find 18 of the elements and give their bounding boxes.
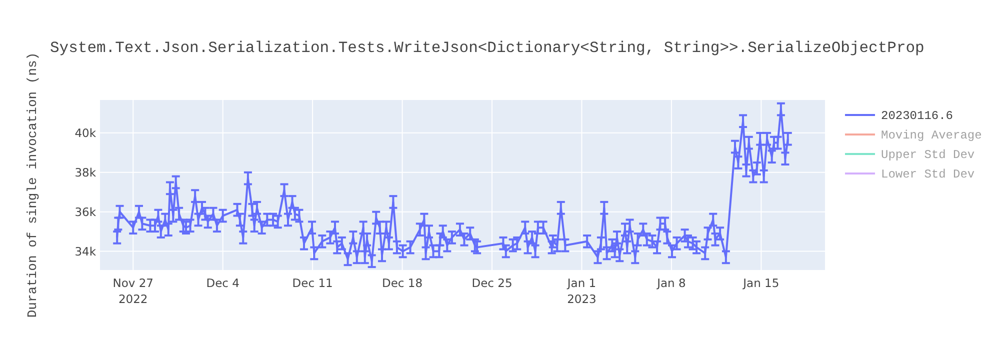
x-tick-label: Jan 8: [656, 276, 686, 290]
x-tick-label: Dec 18: [382, 276, 423, 290]
x-tick-label: Dec 25: [472, 276, 512, 290]
legend-label: 20230116.6: [881, 109, 954, 123]
y-tick-label: 34k: [74, 244, 96, 258]
x-tick-label: Jan 1 2023: [566, 276, 596, 306]
y-axis-title: Duration of single invocation (ns): [25, 52, 40, 318]
legend-label: Upper Std Dev: [881, 148, 975, 162]
x-tick-label: Dec 4: [206, 276, 240, 290]
x-tick-label: Dec 11: [292, 276, 333, 290]
x-tick-label: Jan 15: [742, 276, 780, 290]
chart-title: System.Text.Json.Serialization.Tests.WriteJson<Dictionary<String, String>>.SerializeObjectProp: [50, 39, 924, 57]
x-tick-label: Nov 27 2022: [112, 276, 154, 306]
y-tick-label: 36k: [74, 204, 96, 219]
legend-label: Lower Std Dev: [881, 168, 975, 182]
y-tick-label: 38k: [74, 165, 96, 180]
legend-label: Moving Average: [881, 128, 982, 142]
y-tick-label: 40k: [74, 126, 96, 140]
